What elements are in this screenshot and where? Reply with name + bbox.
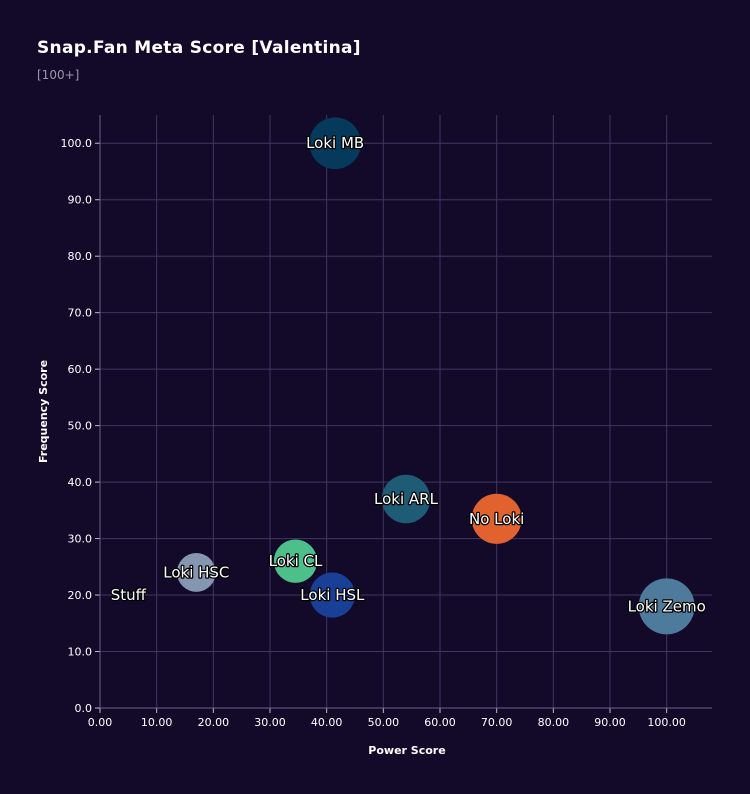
bubble (381, 474, 431, 524)
x-tick-label: 80.00 (538, 716, 570, 729)
bubble (309, 117, 361, 170)
x-tick-label: 0.00 (88, 716, 113, 729)
x-tick-label: 30.00 (254, 716, 286, 729)
bubble (273, 539, 318, 583)
y-tick-label: 10.0 (68, 646, 93, 659)
y-tick-label: 20.0 (68, 589, 93, 602)
bubble-label: Loki HSL (300, 586, 365, 604)
x-tick-label: 90.00 (594, 716, 626, 729)
x-tick-label: 50.00 (368, 716, 400, 729)
y-tick-label: 0.0 (75, 702, 93, 715)
x-tick-label: 20.00 (198, 716, 230, 729)
y-tick-label: 50.0 (68, 420, 93, 433)
y-tick-label: 40.0 (68, 476, 93, 489)
x-tick-label: 100.00 (647, 716, 686, 729)
bubble-label: Stuff (111, 586, 147, 604)
y-tick-label: 100.0 (61, 137, 93, 150)
x-tick-label: 40.00 (311, 716, 343, 729)
y-tick-label: 90.0 (68, 194, 93, 207)
x-tick-label: 70.00 (481, 716, 513, 729)
bubble-label: Loki CL (269, 552, 323, 570)
y-tick-label: 60.0 (68, 363, 93, 376)
bubble-label: Loki Zemo (628, 597, 706, 615)
chart-subtitle: [100+] (37, 68, 80, 82)
chart-title: Snap.Fan Meta Score [Valentina] (37, 38, 361, 58)
bubble-label: Loki MB (306, 134, 364, 152)
x-axis-title: Power Score (368, 744, 445, 757)
bubble (638, 578, 695, 635)
bubble-label: Loki HSC (163, 563, 229, 581)
y-axis-title: Frequency Score (37, 360, 50, 463)
x-tick-label: 60.00 (424, 716, 456, 729)
bubble-label: No Loki (469, 510, 524, 528)
bubble-label: Loki ARL (374, 490, 439, 508)
y-tick-label: 30.0 (68, 533, 93, 546)
bubble (471, 493, 522, 544)
y-tick-label: 70.0 (68, 307, 93, 320)
bubble (309, 572, 355, 618)
y-tick-label: 80.0 (68, 250, 93, 263)
x-tick-label: 10.00 (141, 716, 173, 729)
bubble (176, 553, 216, 592)
